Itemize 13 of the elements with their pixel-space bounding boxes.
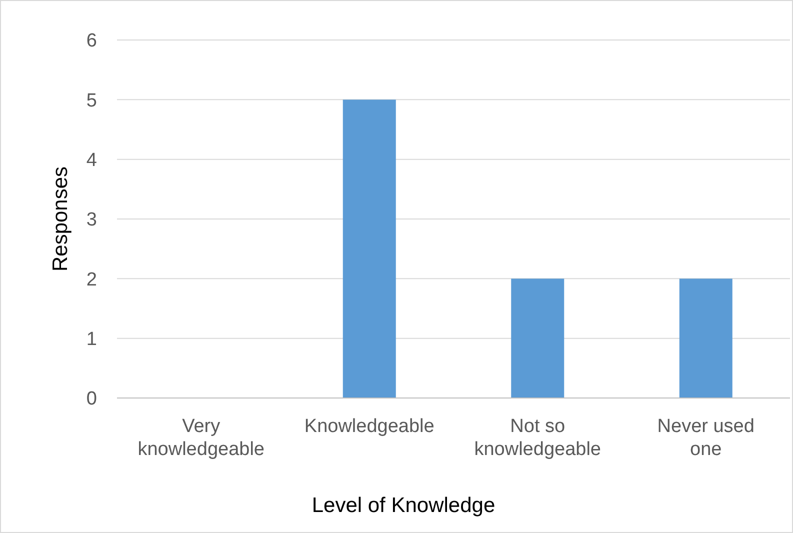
y-tick-label: 4 [86,150,98,171]
y-tick-label: 0 [86,388,97,410]
y-tick-label: 2 [86,269,97,290]
x-tick-label: Not so knowledgeable [474,416,602,460]
y-tick-label: 1 [86,328,97,350]
x-tick-label: Very knowledgeable [138,416,265,460]
x-tick-label: Knowledgeable [304,416,434,437]
x-tick-label: Never used one [657,416,754,460]
x-axis-title: Level of Knowledge [312,494,496,517]
y-tick-label: 5 [86,90,97,112]
y-tick-label: 3 [86,210,97,231]
y-axis-title: Responses [49,166,72,272]
y-tick-label: 6 [86,30,97,52]
